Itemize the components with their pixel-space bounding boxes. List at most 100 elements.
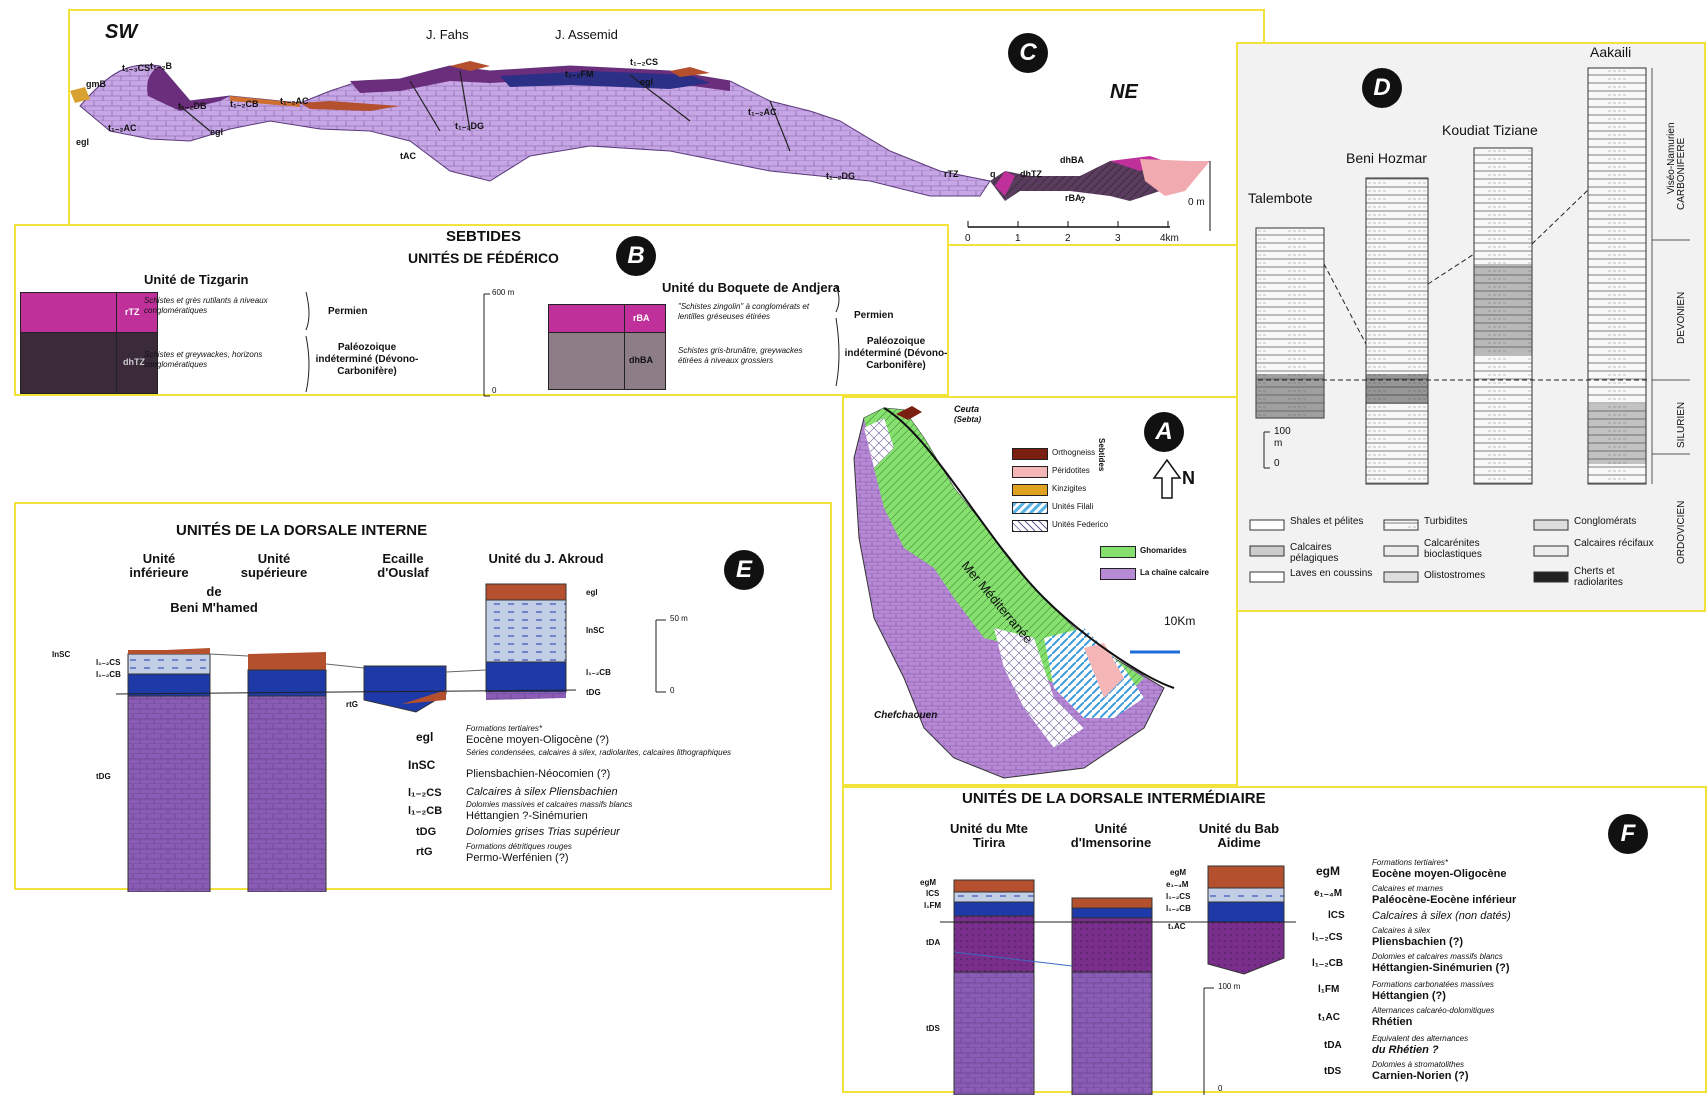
boquete-age-top: Permien [854, 310, 894, 321]
panel-b-sebtides: SEBTIDES UNITÉS DE FÉDÉRICO B Unité de T… [14, 224, 949, 397]
column-koudiat-tiziane: Koudiat Tiziane [1442, 122, 1538, 138]
code-label: q [990, 169, 996, 179]
col-unite-inferieure: Unité inférieure [129, 551, 189, 580]
legend-code: lCS [1328, 910, 1345, 921]
legend-age: Eocène moyen-Oligocène (?) [466, 734, 610, 746]
legend-laves: Laves en coussins [1290, 568, 1373, 579]
legend-code: l₁₋₂CB [1312, 958, 1344, 969]
dorsale-interne-svg [115, 583, 666, 892]
legend-swatch [1012, 466, 1048, 478]
code-label: egl [640, 77, 654, 87]
legend-filali: Unités Filali [1052, 502, 1094, 511]
panel-letter-a: A [1144, 412, 1184, 452]
side-code: egl [586, 588, 598, 597]
legend-code-tdg: tDG [416, 826, 437, 838]
north-arrow-icon [1152, 458, 1182, 499]
legend-code-egl: egl [416, 730, 434, 744]
scale-unit-m: m [1274, 438, 1283, 449]
dorsale-intermediaire-svg [940, 865, 1296, 1095]
legend-desc: Dolomies à stromatolithes [1372, 1060, 1465, 1069]
legend-swatch [1012, 448, 1048, 460]
legend-swatch [1012, 484, 1048, 496]
federico-subtitle: UNITÉS DE FÉDÉRICO [408, 250, 559, 266]
legend-age: Carnien-Norien (?) [1372, 1070, 1469, 1082]
code-label: t₁₋₂DG [826, 171, 855, 181]
legend-code-cs: l₁₋₂CS [408, 787, 442, 799]
legend-code-cb: l₁₋₂CB [408, 805, 443, 817]
scale-tick: 1 [1015, 233, 1021, 244]
peak-assemid-label: J. Assemid [555, 27, 618, 42]
legend-orthogneiss: Orthogneiss [1052, 448, 1096, 457]
panel-e-dorsale-interne: UNITÉS DE LA DORSALE INTERNE E Unité inf… [14, 502, 832, 892]
side-code: l₁₋₂CB [586, 668, 611, 677]
panel-c-cross-section: SW NE J. Fahs J. Assemid C gmB t₁₋₃CS t₁… [68, 9, 1265, 246]
side-code: tDG [96, 772, 111, 781]
side-code: InSC [52, 650, 71, 659]
sebtides-group-label: Sebtides [1097, 438, 1106, 472]
legend-desc: Calcaires à silex (non datés) [1372, 910, 1511, 922]
code-label: t₁₋₂CB [230, 99, 259, 109]
code-label: tAC [400, 151, 416, 161]
code-label: t₁₋₂AC [280, 96, 309, 106]
scale-0: 0 [670, 686, 675, 695]
swatch-dhba-left [548, 332, 626, 390]
legend-desc: Séries condensées, calcaires à silex, ra… [466, 748, 732, 757]
legend-desc: Formations carbonatées massives [1372, 980, 1494, 989]
legend-desc: Dolomies et calcaires massifs blancs [1372, 952, 1503, 961]
scale-tick: 0 [965, 233, 971, 244]
map-scale-label: 10Km [1164, 614, 1196, 628]
legend-conglomerats: Conglomérats [1574, 516, 1637, 527]
legend-age: Rhétien [1372, 1016, 1413, 1028]
swatch-rtz-code: rTZ [116, 292, 158, 334]
legend-age: Héttangien-Sinémurien (?) [1372, 962, 1510, 974]
ne-label: NE [1110, 81, 1138, 103]
scale-100m: 100 m [1218, 982, 1241, 991]
zero-m-label: 0 m [1188, 197, 1205, 208]
side-code: l₁₋₂CB [96, 670, 121, 679]
boquete-desc-top: "Schistes zingolin" à conglomérats et le… [678, 302, 810, 321]
dorsale-interne-title: UNITÉS DE LA DORSALE INTERNE [176, 522, 428, 539]
scale-tick: 4km [1160, 233, 1179, 244]
legend-olistostromes: Olistostromes [1424, 570, 1486, 581]
legend-age: Héttangien ?-Sinémurien [466, 810, 588, 822]
code-label: t₁₋₂FM [565, 69, 594, 79]
sw-label: SW [105, 21, 138, 43]
period-carbonifere: CARBONIFERE [1676, 137, 1687, 210]
legend-age: Pliensbachien-Néocomien (?) [466, 768, 611, 780]
period-ordovicien: ORDOVICIEN [1676, 500, 1687, 564]
north-label: N [1182, 468, 1195, 488]
legend-desc: Dolomies grises Trias supérieur [466, 826, 620, 838]
tizgarin-age-bot: Paléozoique indéterminé (Dévono-Carbonif… [315, 342, 419, 377]
boquete-title: Unité du Boquete de Andjera [662, 280, 840, 295]
legend-kinzigites: Kinzigites [1052, 484, 1087, 493]
map-svg [853, 406, 1182, 779]
code-label: dhBA [1060, 155, 1084, 165]
legend-code: tDS [1324, 1066, 1342, 1077]
scale-0: 0 [1274, 458, 1280, 469]
legend-code: l₁FM [1318, 984, 1340, 995]
side-code: l₁₋₂CS [1166, 892, 1191, 901]
col-akroud: Unité du J. Akroud [488, 551, 604, 566]
sebta-label: (Sebta) [954, 415, 982, 424]
side-code: l₁FM [924, 901, 942, 910]
code-label: t₁₋₂AC [108, 123, 137, 133]
legend-swatch [1100, 546, 1136, 558]
swatch-dhtz-left [20, 332, 118, 394]
swatch-dhba-code: dhBA [624, 332, 666, 390]
legend-swatch [1100, 568, 1136, 580]
peak-fahs-label: J. Fahs [426, 27, 469, 42]
cross-section-svg [70, 61, 1211, 231]
legend-code: e₁₋₄M [1314, 888, 1343, 899]
legend-turbidites: Turbidites [1424, 516, 1468, 527]
code-label: egl [210, 127, 224, 137]
code-label: rTZ [944, 169, 959, 179]
legend-desc: Calcaires à silex Pliensbachien [466, 786, 618, 798]
panel-letter-c: C [1008, 33, 1048, 73]
col-bab-aidime: Unité du Bab Aidime [1198, 821, 1280, 850]
legend-code: t₁AC [1318, 1012, 1340, 1023]
tizgarin-desc-top: Schistes et grès rutilants à niveaux con… [144, 296, 268, 315]
panel-letter-b: B [616, 236, 656, 276]
col-mte-tirira: Unité du Mte Tirira [950, 821, 1028, 850]
panel-letter-f: F [1608, 814, 1648, 854]
side-code: t₁AC [1168, 922, 1186, 931]
